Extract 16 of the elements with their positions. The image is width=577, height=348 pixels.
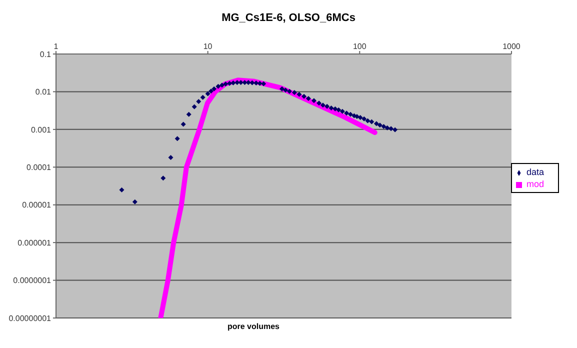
x-tick-label: 100 <box>352 42 367 51</box>
x-axis-title: pore volumes <box>226 322 280 331</box>
y-tick-label: 0.00001 <box>22 200 52 210</box>
y-tick-label: 0.0000001 <box>13 276 52 286</box>
x-tick-label: 1 <box>54 42 59 51</box>
x-tick-label: 10 <box>203 42 213 51</box>
y-tick-label: 0.001 <box>30 125 52 134</box>
y-tick-label: 0.0001 <box>26 162 52 172</box>
legend-label: data <box>526 167 544 177</box>
y-tick-label: 0.00000001 <box>8 314 52 323</box>
chart-title: MG_Cs1E-6, OLSO_6MCs <box>220 11 356 26</box>
y-tick-label: 0.000001 <box>18 238 52 248</box>
y-tick-label: 0.1 <box>40 50 52 59</box>
y-tick-label: 0.01 <box>35 88 52 97</box>
x-tick-label: 1000 <box>502 42 521 51</box>
legend-label: mod <box>526 179 544 189</box>
